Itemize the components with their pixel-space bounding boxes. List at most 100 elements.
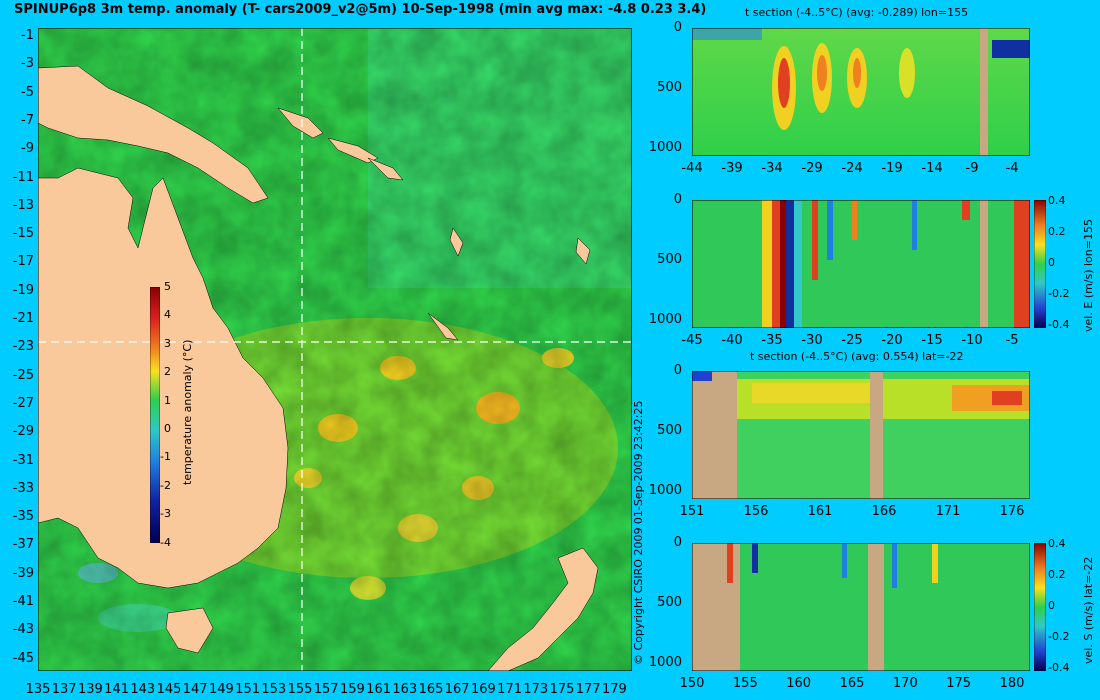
panel-y-tick: 500 xyxy=(657,80,682,95)
main-title: SPINUP6p8 3m temp. anomaly (T- cars2009_… xyxy=(14,2,707,17)
map-x-tick: 157 xyxy=(313,682,339,697)
panel-y-tick: 500 xyxy=(657,252,682,267)
velocity-colorbar-tick: -0.2 xyxy=(1048,287,1070,300)
map-x-tick: 179 xyxy=(601,682,627,697)
map-x-tick: 167 xyxy=(444,682,470,697)
panel-x-tick: -40 xyxy=(721,333,743,348)
panel-x-tick: 176 xyxy=(999,504,1025,519)
map-x-tick: 153 xyxy=(261,682,287,697)
panel-x-tick: -25 xyxy=(841,333,863,348)
panel-x-tick: -10 xyxy=(961,333,983,348)
map-x-tick: 161 xyxy=(366,682,391,697)
panel-x-tick: -39 xyxy=(721,161,743,176)
map-x-tick: 159 xyxy=(339,682,365,697)
map-x-tick: 163 xyxy=(392,682,418,697)
panel-y-tick: 0 xyxy=(673,192,682,207)
map-y-tick: -17 xyxy=(12,254,34,270)
map-x-tick: 145 xyxy=(156,682,182,697)
panel-y-tick: 1000 xyxy=(648,483,682,498)
panel-y-tick: 0 xyxy=(673,535,682,550)
panel-y-tick: 0 xyxy=(673,20,682,35)
map-colorbar-tick: 2 xyxy=(164,365,171,379)
velocity-colorbar-tick: 0 xyxy=(1048,599,1055,612)
map-x-tick: 173 xyxy=(523,682,549,697)
panel2-colorbar xyxy=(1034,200,1046,328)
panel1-title: t section (-4..5°C) (avg: -0.289) lon=15… xyxy=(745,6,969,19)
panel-y-tick: 500 xyxy=(657,595,682,610)
panel-y-tick: 1000 xyxy=(648,312,682,327)
map-y-tick: -41 xyxy=(12,594,34,609)
panel4-colorbar-label: vel. S (m/s) lat=-22 xyxy=(1082,556,1095,664)
map-y-tick: -27 xyxy=(12,395,34,411)
panel-y-tick: 500 xyxy=(657,423,682,438)
map-x-tick: 151 xyxy=(235,682,260,697)
map-colorbar-tick: 4 xyxy=(164,308,171,322)
map-x-tick: 143 xyxy=(130,682,156,697)
map-colorbar-tick: -4 xyxy=(160,535,171,549)
map-colorbar xyxy=(150,287,160,543)
map-y-tick: -45 xyxy=(12,650,34,666)
panel-x-tick: -29 xyxy=(801,161,823,176)
velocity-colorbar-tick: -0.4 xyxy=(1048,661,1070,674)
map-x-tick: 169 xyxy=(470,682,496,697)
panel-x-tick: 156 xyxy=(743,504,769,519)
map-colorbar-tick: -1 xyxy=(160,450,171,464)
panel-x-tick: 170 xyxy=(892,676,918,691)
map-colorbar-tick: -3 xyxy=(160,507,171,521)
panel4-colorbar xyxy=(1034,543,1046,671)
panel-x-tick: -30 xyxy=(801,333,823,348)
map-y-tick: -21 xyxy=(12,311,34,326)
panel-x-tick: 180 xyxy=(999,676,1025,691)
panel3-title: t section (-4..5°C) (avg: 0.554) lat=-22 xyxy=(750,350,964,363)
panel-x-tick: -44 xyxy=(681,161,703,176)
map-y-tick: -29 xyxy=(12,424,34,440)
panel-y-tick: 0 xyxy=(673,363,682,378)
map-y-tick: -25 xyxy=(12,367,34,383)
panel3-heatmap xyxy=(692,371,1030,499)
panel-x-tick: -35 xyxy=(761,333,783,348)
panel-x-tick: 175 xyxy=(946,676,972,691)
map-colorbar-tick: 3 xyxy=(164,336,171,350)
map-x-tick: 155 xyxy=(287,682,313,697)
panel-x-tick: 151 xyxy=(679,504,705,519)
map-colorbar-tick: 5 xyxy=(164,280,171,293)
panel-y-tick: 1000 xyxy=(648,655,682,670)
map-y-tick: -19 xyxy=(12,282,34,298)
velocity-colorbar-tick: 0.2 xyxy=(1048,568,1066,581)
velocity-colorbar-tick: 0.4 xyxy=(1048,194,1066,207)
panel-x-tick: 165 xyxy=(839,676,865,691)
panel-x-tick: -9 xyxy=(965,161,979,176)
map-y-tick: -3 xyxy=(21,56,34,72)
map-y-tick: -37 xyxy=(12,537,34,553)
map-x-tick: 177 xyxy=(575,682,601,697)
panel-x-tick: -4 xyxy=(1005,161,1019,176)
panel-x-tick: -14 xyxy=(921,161,943,176)
map-y-tick: -7 xyxy=(21,112,34,128)
panel-x-tick: 155 xyxy=(732,676,758,691)
velocity-colorbar-tick: -0.4 xyxy=(1048,318,1070,331)
map-x-tick: 175 xyxy=(549,682,575,697)
map-colorbar-tick: -2 xyxy=(160,478,171,492)
panel-x-tick: -19 xyxy=(881,161,903,176)
panel-x-tick: -45 xyxy=(681,333,703,348)
map-y-tick: -43 xyxy=(12,622,34,638)
panel-y-tick: 1000 xyxy=(648,140,682,155)
map-x-tick: 141 xyxy=(104,682,129,697)
velocity-colorbar-tick: 0.4 xyxy=(1048,537,1066,550)
map-y-tick: -31 xyxy=(12,452,34,468)
map-y-tick: -33 xyxy=(12,480,34,496)
map-x-tick: 135 xyxy=(25,682,51,697)
map-x-tick: 139 xyxy=(77,682,103,697)
map-y-tick: -1 xyxy=(21,28,34,43)
map-x-tick: 171 xyxy=(497,682,522,697)
map-y-tick: -39 xyxy=(12,565,34,581)
panel1-heatmap xyxy=(692,28,1030,156)
map-x-tick: 165 xyxy=(418,682,444,697)
map-x-tick: 137 xyxy=(51,682,77,697)
map-colorbar-label: temperature anomaly (°C) xyxy=(181,339,194,485)
map-y-tick: -9 xyxy=(21,141,34,157)
panel-x-tick: -24 xyxy=(841,161,863,176)
panel2-colorbar-label: vel. E (m/s) lon=155 xyxy=(1082,219,1095,332)
map-y-tick: -5 xyxy=(21,84,34,100)
land-new-guinea xyxy=(38,65,269,204)
